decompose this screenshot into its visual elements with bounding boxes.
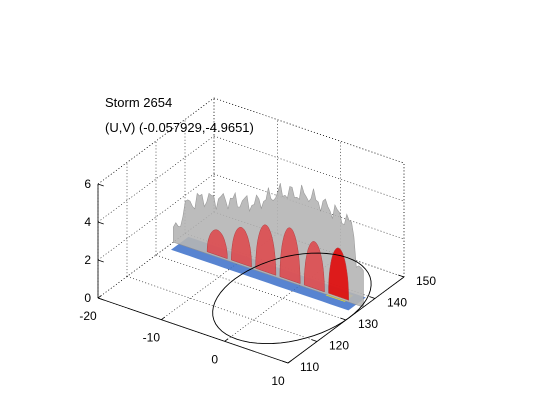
y-tick-mark — [311, 339, 318, 342]
axes — [97, 183, 405, 364]
y-tick-mark — [398, 274, 405, 278]
z-tick-mark — [97, 259, 104, 263]
core-lobe — [231, 226, 252, 268]
core-lobe — [206, 229, 228, 260]
inner-core-isosurface — [206, 224, 349, 301]
z-tick-mark — [97, 221, 104, 225]
x-tick-label: -10 — [143, 331, 161, 345]
y-tick-label: 140 — [387, 296, 407, 310]
x-tick-mark — [161, 316, 166, 320]
figure-title: Storm 2654 — [105, 95, 172, 110]
y-tick-mark — [340, 317, 347, 321]
z-tick-label: 6 — [84, 177, 91, 191]
y-tick-mark — [369, 296, 376, 299]
x-tick-mark — [287, 360, 292, 364]
box-edge — [213, 97, 405, 164]
y-tick-label: 150 — [416, 274, 436, 288]
x-tick-label: 10 — [271, 374, 285, 388]
z-tick-mark — [97, 297, 104, 301]
z-tick-label: 0 — [84, 291, 91, 305]
x-tick-mark — [97, 295, 102, 299]
y-tick-label: 110 — [300, 360, 319, 374]
x-tick-label: 0 — [211, 352, 218, 366]
grid-backwall-z — [213, 135, 405, 202]
z-tick-label: 2 — [84, 253, 91, 267]
tick-labels: -20 -10 0 10 110 120 130 140 150 0 2 4 6 — [79, 177, 436, 388]
y-tick-mark — [282, 360, 289, 364]
figure-subtitle: (U,V) (-0.057929,-4.9651) — [105, 120, 254, 135]
grid-backwall-z — [213, 211, 405, 278]
track-loop — [212, 252, 372, 345]
core-lobe — [328, 247, 349, 301]
x-axis-line — [97, 297, 289, 364]
core-lobe — [303, 241, 325, 293]
z-tick-label: 4 — [84, 215, 91, 229]
storm-track-outline — [212, 252, 372, 345]
core-lobe — [255, 224, 277, 276]
grid-backwall-z — [213, 173, 405, 240]
z-tick-mark — [97, 183, 104, 187]
x-tick-label: -20 — [79, 309, 97, 323]
x-tick-mark — [224, 338, 229, 342]
y-tick-label: 130 — [358, 317, 378, 331]
y-tick-label: 120 — [329, 339, 349, 353]
grid-floor-y — [155, 254, 347, 321]
grid-floor-y — [126, 276, 318, 342]
